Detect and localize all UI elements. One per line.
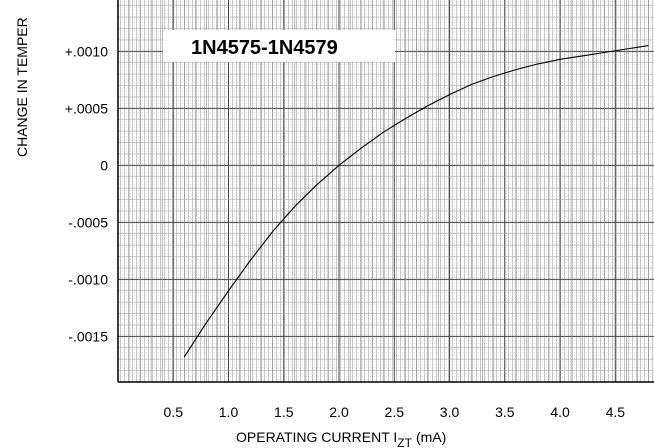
x-tick-label: 4.5 — [606, 404, 626, 420]
y-axis-title: CHANGE IN TEMPER — [14, 17, 30, 157]
y-tick-label: +.0010 — [65, 43, 108, 59]
x-axis-title-subscript: ZT — [397, 436, 412, 448]
y-tick-label: -.0015 — [68, 328, 108, 344]
plot-texture — [118, 0, 654, 382]
x-axis-title-main: OPERATING CURRENT I — [236, 429, 397, 445]
series-line — [183, 45, 649, 358]
x-tick-label: 3.0 — [440, 404, 460, 420]
y-tick-label: +.0005 — [65, 100, 108, 116]
x-tick-label: 3.5 — [495, 404, 515, 420]
chart-title: 1N4575-1N4579 — [191, 37, 338, 59]
x-tick-label: 4.0 — [550, 404, 570, 420]
x-axis-title: OPERATING CURRENT IZT (mA) — [236, 429, 446, 448]
y-tick-label: -.0005 — [68, 214, 108, 230]
x-tick-label: 2.5 — [385, 404, 405, 420]
x-tick-label: 0.5 — [164, 404, 184, 420]
grid-lines — [118, 0, 654, 382]
x-tick-labels: 0.5 1.0 1.5 2.0 2.5 3.0 3.5 4.0 4.5 — [164, 404, 626, 420]
title-box — [163, 30, 395, 62]
x-tick-label: 1.0 — [219, 404, 239, 420]
y-tick-label: 0 — [100, 157, 108, 173]
x-tick-label: 1.5 — [274, 404, 294, 420]
y-tick-label: -.0010 — [68, 271, 108, 287]
y-tick-labels: +.0010 +.0005 0 -.0005 -.0010 -.0015 — [65, 43, 108, 344]
x-tick-label: 2.0 — [329, 404, 349, 420]
x-axis-title-unit: (mA) — [416, 429, 446, 445]
